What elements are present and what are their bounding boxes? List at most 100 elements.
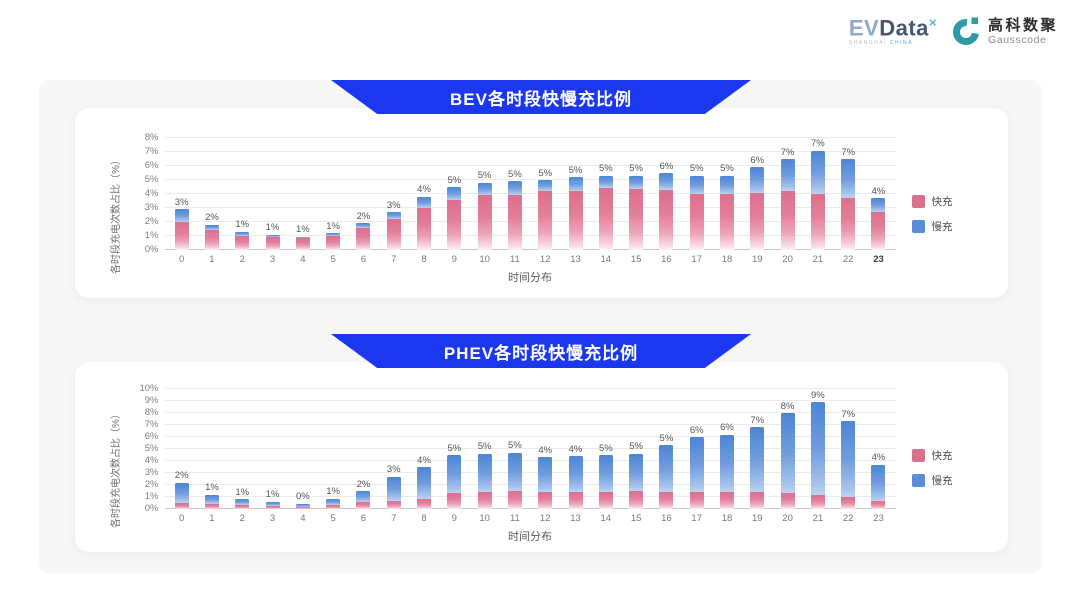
- slow-charge-segment[interactable]: [417, 467, 432, 500]
- fast-charge-segment[interactable]: [417, 499, 432, 509]
- bar-stack[interactable]: [780, 413, 795, 509]
- slow-charge-segment[interactable]: [174, 482, 189, 503]
- bar-stack[interactable]: [871, 464, 886, 509]
- slow-charge-segment[interactable]: [295, 503, 310, 507]
- bar-stack[interactable]: [295, 236, 310, 250]
- slow-charge-segment[interactable]: [841, 159, 856, 199]
- slow-charge-segment[interactable]: [386, 212, 401, 220]
- slow-charge-segment[interactable]: [326, 498, 341, 505]
- bar-stack[interactable]: [719, 434, 734, 509]
- bar-stack[interactable]: [447, 455, 462, 509]
- fast-charge-segment[interactable]: [750, 192, 765, 250]
- slow-charge-segment[interactable]: [265, 234, 280, 238]
- fast-charge-segment[interactable]: [598, 492, 613, 509]
- slow-charge-segment[interactable]: [780, 413, 795, 494]
- fast-charge-segment[interactable]: [326, 236, 341, 250]
- bar-stack[interactable]: [265, 234, 280, 250]
- legend-item-快充[interactable]: 快充: [911, 194, 984, 209]
- fast-charge-segment[interactable]: [235, 505, 250, 509]
- fast-charge-segment[interactable]: [780, 493, 795, 509]
- slow-charge-segment[interactable]: [507, 181, 522, 196]
- slow-charge-segment[interactable]: [568, 177, 583, 192]
- slow-charge-segment[interactable]: [447, 455, 462, 494]
- bar-stack[interactable]: [386, 212, 401, 250]
- fast-charge-segment[interactable]: [204, 504, 219, 509]
- bar-stack[interactable]: [417, 467, 432, 509]
- slow-charge-segment[interactable]: [750, 427, 765, 493]
- fast-charge-segment[interactable]: [326, 504, 341, 509]
- bar-stack[interactable]: [356, 223, 371, 250]
- fast-charge-segment[interactable]: [447, 199, 462, 250]
- bar-stack[interactable]: [174, 482, 189, 509]
- fast-charge-segment[interactable]: [568, 492, 583, 509]
- slow-charge-segment[interactable]: [538, 457, 553, 493]
- slow-charge-segment[interactable]: [629, 453, 644, 491]
- bar-stack[interactable]: [810, 150, 825, 250]
- slow-charge-segment[interactable]: [417, 196, 432, 208]
- fast-charge-segment[interactable]: [386, 219, 401, 250]
- fast-charge-segment[interactable]: [538, 191, 553, 250]
- slow-charge-segment[interactable]: [356, 223, 371, 228]
- fast-charge-segment[interactable]: [629, 491, 644, 509]
- bar-stack[interactable]: [204, 224, 219, 250]
- slow-charge-segment[interactable]: [841, 421, 856, 497]
- fast-charge-segment[interactable]: [871, 500, 886, 509]
- fast-charge-segment[interactable]: [265, 237, 280, 250]
- bar-stack[interactable]: [477, 182, 492, 250]
- legend-item-快充[interactable]: 快充: [911, 448, 984, 463]
- slow-charge-segment[interactable]: [780, 159, 795, 192]
- fast-charge-segment[interactable]: [750, 492, 765, 509]
- legend-item-慢充[interactable]: 慢充: [911, 219, 984, 234]
- bar-stack[interactable]: [598, 175, 613, 250]
- slow-charge-segment[interactable]: [265, 501, 280, 506]
- bar-stack[interactable]: [235, 231, 250, 250]
- bar-stack[interactable]: [568, 456, 583, 509]
- slow-charge-segment[interactable]: [235, 231, 250, 236]
- fast-charge-segment[interactable]: [174, 503, 189, 509]
- fast-charge-segment[interactable]: [174, 222, 189, 250]
- fast-charge-segment[interactable]: [689, 194, 704, 250]
- bar-stack[interactable]: [507, 181, 522, 250]
- slow-charge-segment[interactable]: [507, 452, 522, 491]
- slow-charge-segment[interactable]: [598, 455, 613, 493]
- bar-stack[interactable]: [780, 159, 795, 250]
- bar-stack[interactable]: [538, 180, 553, 250]
- bar-stack[interactable]: [841, 421, 856, 509]
- bar-stack[interactable]: [659, 173, 674, 250]
- fast-charge-segment[interactable]: [810, 194, 825, 250]
- bar-stack[interactable]: [447, 187, 462, 250]
- slow-charge-segment[interactable]: [477, 453, 492, 493]
- bar-stack[interactable]: [689, 437, 704, 509]
- bar-stack[interactable]: [538, 457, 553, 509]
- fast-charge-segment[interactable]: [659, 189, 674, 250]
- bar-stack[interactable]: [810, 402, 825, 509]
- fast-charge-segment[interactable]: [204, 230, 219, 250]
- slow-charge-segment[interactable]: [538, 180, 553, 192]
- bar-stack[interactable]: [598, 455, 613, 509]
- slow-charge-segment[interactable]: [326, 233, 341, 236]
- fast-charge-segment[interactable]: [235, 236, 250, 250]
- bar-stack[interactable]: [629, 175, 644, 250]
- fast-charge-segment[interactable]: [477, 195, 492, 250]
- fast-charge-segment[interactable]: [568, 191, 583, 250]
- slow-charge-segment[interactable]: [235, 499, 250, 506]
- bar-stack[interactable]: [204, 494, 219, 509]
- slow-charge-segment[interactable]: [386, 476, 401, 501]
- bar-stack[interactable]: [719, 175, 734, 250]
- slow-charge-segment[interactable]: [719, 175, 734, 194]
- bar-stack[interactable]: [477, 453, 492, 509]
- slow-charge-segment[interactable]: [598, 175, 613, 189]
- fast-charge-segment[interactable]: [689, 492, 704, 509]
- legend-item-慢充[interactable]: 慢充: [911, 473, 984, 488]
- bar-stack[interactable]: [871, 198, 886, 250]
- fast-charge-segment[interactable]: [356, 227, 371, 250]
- slow-charge-segment[interactable]: [810, 402, 825, 495]
- fast-charge-segment[interactable]: [507, 195, 522, 250]
- bar-stack[interactable]: [386, 476, 401, 509]
- bar-stack[interactable]: [326, 498, 341, 509]
- fast-charge-segment[interactable]: [386, 500, 401, 509]
- bar-stack[interactable]: [659, 445, 674, 509]
- fast-charge-segment[interactable]: [841, 198, 856, 250]
- fast-charge-segment[interactable]: [295, 238, 310, 250]
- fast-charge-segment[interactable]: [417, 208, 432, 250]
